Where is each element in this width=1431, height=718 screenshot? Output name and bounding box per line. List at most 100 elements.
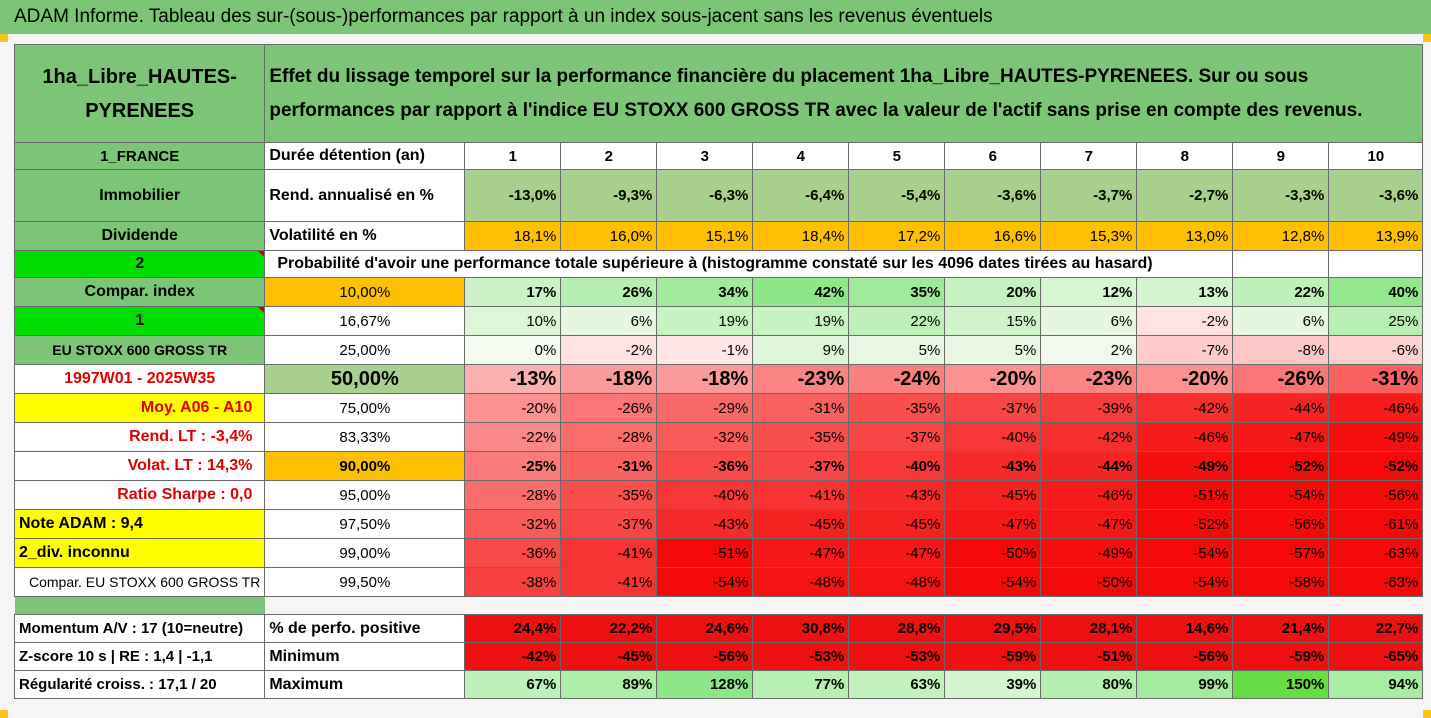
- quantile-label: 10,00%: [264, 277, 466, 307]
- quantile-cell: -7%: [1136, 335, 1234, 365]
- vol-cell: 17,2%: [848, 221, 946, 251]
- quantile-cell: 5%: [944, 335, 1042, 365]
- maximum-cell: 63%: [848, 670, 946, 699]
- rend-cell: -6,3%: [656, 169, 754, 222]
- quantile-cell: -6%: [1328, 335, 1424, 365]
- vol-cell: 18,4%: [752, 221, 850, 251]
- quantile-cell: -36%: [464, 538, 562, 568]
- separator-cell: [264, 596, 1423, 615]
- quantile-cell: -48%: [752, 567, 850, 597]
- quantile-cell: -43%: [656, 509, 754, 539]
- quantile-cell: -2%: [1136, 306, 1234, 336]
- quantile-cell: -29%: [656, 393, 754, 423]
- quantile-cell: -45%: [944, 480, 1042, 510]
- vol-cell: 18,1%: [464, 221, 562, 251]
- minimum-cell: -59%: [1232, 642, 1330, 671]
- rend-cell: -5,4%: [848, 169, 946, 222]
- quantile-cell: 2%: [1040, 335, 1138, 365]
- quantile-cell: -47%: [944, 509, 1042, 539]
- empty-cell: [1328, 250, 1424, 278]
- quantile-cell: -57%: [1232, 538, 1330, 568]
- quantile-cell: -63%: [1328, 538, 1424, 568]
- quantile-cell: -26%: [560, 393, 658, 423]
- quantile-cell: -47%: [848, 538, 946, 568]
- rend-cell: -2,7%: [1136, 169, 1234, 222]
- row-label-maximum: Maximum: [264, 670, 466, 699]
- compar2-label: Compar. EU STOXX 600 GROSS TR: [13, 567, 266, 597]
- quantile-cell: -47%: [1232, 422, 1330, 452]
- quantile-cell: 17%: [464, 277, 562, 307]
- quantile-cell: 6%: [1232, 306, 1330, 336]
- year-header: 3: [656, 142, 754, 170]
- row-label-minimum: Minimum: [264, 642, 466, 671]
- quantile-cell: 19%: [752, 306, 850, 336]
- quantile-cell: -41%: [752, 480, 850, 510]
- quantile-cell: -25%: [464, 451, 562, 481]
- quantile-cell: -18%: [560, 364, 658, 394]
- quantile-cell: -20%: [1136, 364, 1234, 394]
- quantile-cell: -54%: [1232, 480, 1330, 510]
- maximum-cell: 67%: [464, 670, 562, 699]
- quantile-label: 83,33%: [264, 422, 466, 452]
- quantile-cell: -42%: [1040, 422, 1138, 452]
- quantile-cell: -43%: [944, 451, 1042, 481]
- quantile-cell: 42%: [752, 277, 850, 307]
- positive-cell: 28,1%: [1040, 614, 1138, 643]
- vol-cell: 16,0%: [560, 221, 658, 251]
- sharpe-label: Ratio Sharpe : 0,0: [13, 480, 266, 510]
- quantile-cell: 15%: [944, 306, 1042, 336]
- separator-cell: [14, 596, 265, 615]
- quantile-cell: -56%: [1232, 509, 1330, 539]
- year-header: 2: [560, 142, 658, 170]
- asset-type: Immobilier: [13, 169, 266, 222]
- quantile-cell: -23%: [752, 364, 850, 394]
- quantile-cell: -20%: [944, 364, 1042, 394]
- country-label: 1_FRANCE: [13, 142, 266, 170]
- quantile-label: 25,00%: [264, 335, 466, 365]
- minimum-cell: -53%: [848, 642, 946, 671]
- index-name: EU STOXX 600 GROSS TR: [13, 335, 266, 365]
- quantile-cell: 6%: [560, 306, 658, 336]
- quantile-label: 16,67%: [264, 306, 466, 336]
- positive-cell: 24,6%: [656, 614, 754, 643]
- quantile-cell: -45%: [752, 509, 850, 539]
- quantile-cell: -35%: [848, 393, 946, 423]
- year-header: 1: [464, 142, 562, 170]
- quantile-cell: -50%: [1040, 567, 1138, 597]
- quantile-cell: -35%: [560, 480, 658, 510]
- positive-cell: 22,2%: [560, 614, 658, 643]
- quantile-cell: -52%: [1328, 451, 1424, 481]
- compar-index-label: Compar. index: [13, 277, 266, 307]
- zscore-label: Z-score 10 s | RE : 1,4 | -1,1: [13, 642, 266, 671]
- quantile-cell: -41%: [560, 567, 658, 597]
- quantile-cell: 10%: [464, 306, 562, 336]
- year-header: 8: [1136, 142, 1234, 170]
- period-label: 1997W01 - 2025W35: [13, 364, 266, 394]
- rend-cell: -6,4%: [752, 169, 850, 222]
- minimum-cell: -56%: [656, 642, 754, 671]
- vol-cell: 12,8%: [1232, 221, 1330, 251]
- quantile-cell: -31%: [1328, 364, 1424, 394]
- empty-cell: [1232, 250, 1330, 278]
- rend-cell: -3,7%: [1040, 169, 1138, 222]
- quantile-cell: -52%: [1232, 451, 1330, 481]
- note-adam: Note ADAM : 9,4: [13, 509, 266, 539]
- positive-cell: 28,8%: [848, 614, 946, 643]
- quantile-cell: -37%: [752, 451, 850, 481]
- probability-title: Probabilité d'avoir une performance tota…: [264, 250, 1234, 278]
- quantile-cell: -44%: [1232, 393, 1330, 423]
- quantile-cell: -54%: [944, 567, 1042, 597]
- quantile-cell: 34%: [656, 277, 754, 307]
- quantile-cell: 25%: [1328, 306, 1424, 336]
- row-label-positive: % de perfo. positive: [264, 614, 466, 643]
- quantile-cell: -50%: [944, 538, 1042, 568]
- quantile-cell: -41%: [560, 538, 658, 568]
- quantile-cell: -46%: [1040, 480, 1138, 510]
- positive-cell: 30,8%: [752, 614, 850, 643]
- quantile-cell: -46%: [1136, 422, 1234, 452]
- corner-marker: [1423, 710, 1431, 718]
- quantile-cell: -35%: [752, 422, 850, 452]
- quantile-label: 90,00%: [264, 451, 466, 481]
- quantile-cell: 12%: [1040, 277, 1138, 307]
- quantile-cell: -28%: [464, 480, 562, 510]
